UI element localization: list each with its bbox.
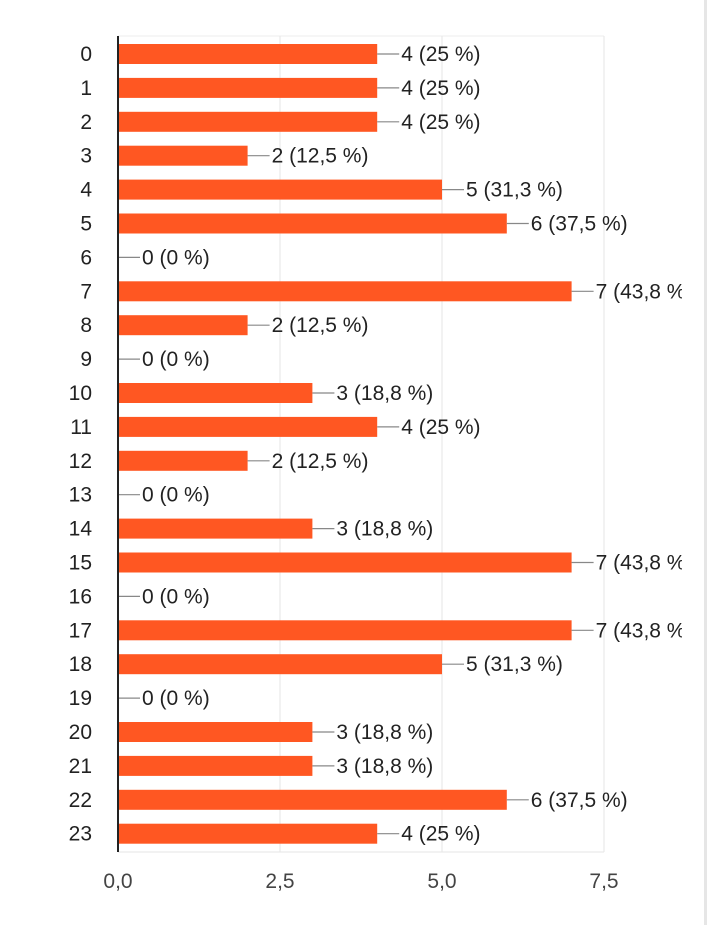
x-tick-label: 2,5 — [265, 870, 294, 893]
bar — [118, 722, 313, 742]
data-label: 4 (25 %) — [401, 77, 480, 100]
x-tick-label: 0,0 — [103, 870, 132, 893]
bar — [118, 111, 378, 132]
category-label: 15 — [69, 552, 92, 575]
bar — [118, 755, 313, 776]
category-label: 21 — [69, 755, 92, 778]
data-label: 0 (0 %) — [142, 246, 210, 269]
data-label: 3 (18,8 %) — [336, 755, 433, 778]
category-label: 7 — [80, 280, 92, 303]
category-label: 12 — [69, 450, 92, 473]
category-label: 16 — [69, 585, 92, 608]
bar — [118, 654, 442, 675]
data-label: 2 (12,5 %) — [272, 314, 369, 337]
bar — [118, 552, 572, 573]
category-label: 11 — [70, 416, 92, 439]
x-tick-label: 7,5 — [589, 870, 618, 893]
data-label: 7 (43,8 %) — [596, 280, 693, 303]
category-label: 3 — [80, 145, 92, 168]
category-label: 6 — [80, 246, 92, 269]
data-label: 3 (18,8 %) — [336, 518, 433, 541]
category-label: 1 — [80, 77, 92, 100]
bar — [118, 416, 378, 437]
bar — [118, 620, 572, 641]
category-label: 22 — [69, 789, 92, 812]
category-label: 17 — [69, 619, 92, 642]
category-label: 18 — [69, 653, 92, 676]
data-label: 3 (18,8 %) — [336, 382, 433, 405]
category-label: 23 — [69, 823, 92, 846]
bar — [118, 450, 248, 471]
data-label: 2 (12,5 %) — [272, 450, 369, 473]
category-label: 14 — [69, 518, 93, 541]
bar — [118, 789, 507, 810]
bar — [118, 44, 378, 64]
data-label: 6 (37,5 %) — [531, 213, 628, 236]
bar — [118, 823, 378, 844]
category-label: 5 — [80, 213, 92, 236]
category-label: 0 — [80, 43, 92, 66]
data-label: 7 (43,8 %) — [596, 552, 693, 575]
data-label: 6 (37,5 %) — [531, 789, 628, 812]
data-label: 0 (0 %) — [142, 484, 210, 507]
category-label: 10 — [69, 382, 92, 405]
data-label: 7 (43,8 %) — [596, 619, 693, 642]
bar — [118, 383, 313, 403]
bar — [118, 179, 442, 200]
grid — [118, 35, 605, 853]
data-label: 3 (18,8 %) — [336, 721, 433, 744]
data-label: 2 (12,5 %) — [272, 145, 369, 168]
data-label: 0 (0 %) — [142, 585, 210, 608]
category-label: 13 — [69, 484, 92, 507]
bar — [118, 281, 572, 302]
category-label: 9 — [80, 348, 92, 371]
bars: 4 (25 %) 4 (25 %) 4 (25 %) 2 (12,5 %) 5 (31,… — [118, 43, 693, 846]
category-label: 20 — [69, 721, 92, 744]
category-label: 19 — [69, 687, 92, 710]
bar — [118, 145, 248, 166]
data-label: 5 (31,3 %) — [466, 653, 563, 676]
data-label: 5 (31,3 %) — [466, 179, 563, 202]
panel-divider — [704, 0, 707, 925]
data-label: 4 (25 %) — [401, 43, 480, 66]
data-label: 0 (0 %) — [142, 687, 210, 710]
bar — [118, 213, 507, 234]
category-label: 2 — [80, 111, 92, 134]
data-label: 4 (25 %) — [401, 823, 480, 846]
bar — [118, 518, 313, 539]
bar — [118, 77, 378, 98]
data-label: 0 (0 %) — [142, 348, 210, 371]
data-label: 4 (25 %) — [401, 111, 480, 134]
x-tick-label: 5,0 — [427, 870, 456, 893]
category-label: 4 — [80, 179, 92, 202]
bar — [118, 315, 248, 336]
category-label: 8 — [80, 314, 92, 337]
axes: 0,0 2,5 5,0 7,50123456789101112131415161718… — [69, 36, 619, 893]
data-label: 4 (25 %) — [401, 416, 480, 439]
